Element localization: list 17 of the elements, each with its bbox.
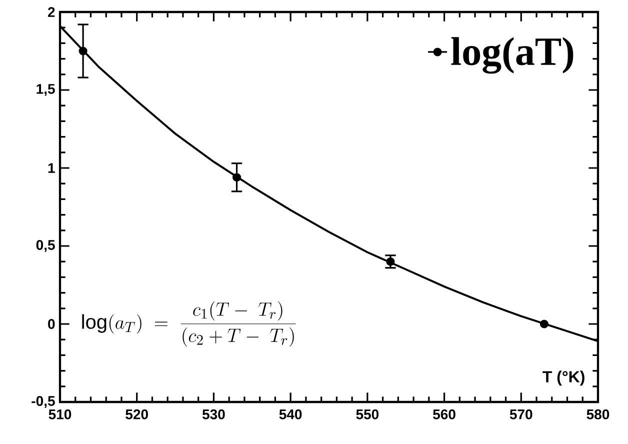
annotation: $\log(a_T) \;=\; \frac{c_1(T-\;T_r)}{(c_2+T-\;T_r)}$	[82, 301, 296, 347]
x-tick-label: 560	[433, 409, 456, 420]
legend-label: log(aT)	[451, 37, 574, 74]
x-tick-label: 580	[586, 409, 610, 420]
x-tick-label: 530	[202, 409, 225, 420]
y-tick-label: 0,5	[36, 240, 55, 252]
x-tick-label: 540	[279, 409, 302, 420]
x-axis-title: T (°K)	[542, 370, 584, 386]
y-tick-label: 2	[48, 7, 55, 17]
x-tick-label: 510	[48, 409, 72, 420]
y-tick-label: 0	[48, 319, 55, 329]
y-tick-label: 1	[48, 163, 55, 173]
x-tick-label: 550	[356, 409, 379, 420]
x-tick-label: 520	[126, 409, 148, 420]
x-tick-label: 570	[510, 409, 532, 420]
y-tick-label: -0,5	[32, 396, 55, 408]
y-tick-label: 1,5	[36, 84, 55, 96]
